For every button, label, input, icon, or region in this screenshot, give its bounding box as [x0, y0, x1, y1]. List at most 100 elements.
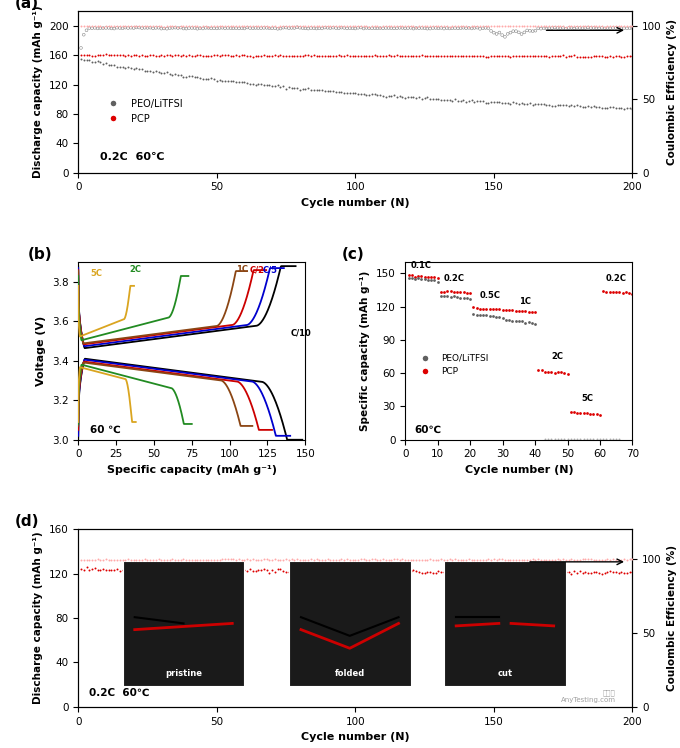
Point	[428, 22, 439, 34]
Point	[627, 566, 638, 578]
Point	[433, 565, 444, 577]
Point	[117, 49, 128, 61]
Point	[303, 564, 313, 576]
Point	[308, 22, 319, 34]
Point	[488, 20, 499, 32]
Point	[181, 70, 192, 82]
Point	[530, 554, 541, 565]
Point	[469, 96, 480, 108]
Point	[222, 75, 233, 87]
Point	[392, 49, 403, 61]
Point	[317, 554, 328, 565]
Point	[339, 88, 350, 99]
Point	[112, 22, 122, 34]
Point	[613, 554, 624, 565]
Point	[289, 22, 300, 34]
Point	[496, 29, 507, 41]
Point	[511, 97, 522, 109]
Point	[278, 20, 289, 32]
Point	[588, 566, 599, 578]
Point	[125, 565, 136, 577]
Point	[214, 50, 225, 62]
Point	[264, 567, 275, 579]
Point	[400, 92, 411, 104]
Point	[320, 565, 330, 577]
Point	[505, 51, 516, 63]
Point	[214, 74, 225, 86]
Point	[167, 564, 178, 576]
Point	[413, 22, 424, 34]
Point	[619, 51, 630, 63]
Point	[336, 20, 347, 32]
Point	[480, 22, 491, 34]
Point	[281, 20, 292, 32]
Point	[425, 49, 436, 61]
Point	[341, 49, 352, 61]
Point	[311, 554, 322, 565]
Point	[217, 564, 228, 576]
Point	[471, 309, 482, 321]
Point	[428, 49, 439, 61]
Point	[339, 22, 350, 34]
Point	[408, 554, 419, 565]
Point	[400, 554, 411, 565]
Point	[294, 565, 305, 577]
Point	[211, 22, 222, 34]
X-axis label: Specific capacity (mAh g⁻¹): Specific capacity (mAh g⁻¹)	[107, 465, 277, 475]
Point	[611, 20, 622, 32]
Point	[611, 102, 622, 114]
Point	[430, 93, 441, 105]
Point	[184, 22, 194, 34]
Point	[286, 20, 297, 32]
Point	[422, 22, 432, 34]
Point	[622, 567, 632, 579]
Point	[594, 433, 605, 445]
Point	[181, 20, 192, 32]
Point	[369, 20, 380, 32]
Point	[552, 20, 563, 32]
Point	[619, 20, 630, 32]
Point	[533, 364, 544, 376]
Point	[575, 407, 586, 419]
Point	[380, 91, 391, 102]
Point	[120, 20, 131, 32]
Point	[114, 22, 125, 34]
Point	[148, 20, 158, 32]
Point	[106, 49, 117, 61]
Point	[504, 314, 515, 326]
Point	[547, 554, 558, 565]
Point	[117, 20, 128, 32]
Point	[389, 89, 400, 101]
Point	[560, 566, 571, 578]
Point	[250, 565, 261, 577]
Point	[583, 20, 594, 32]
Point	[536, 98, 547, 110]
Point	[445, 285, 456, 297]
Point	[426, 272, 437, 283]
Point	[469, 50, 480, 62]
Point	[284, 554, 294, 566]
Point	[389, 565, 400, 577]
Point	[206, 564, 217, 576]
Point	[447, 94, 458, 106]
Point	[117, 61, 128, 73]
Point	[622, 50, 632, 62]
Point	[372, 562, 383, 574]
Point	[217, 554, 228, 565]
Point	[544, 554, 555, 565]
Point	[607, 20, 618, 32]
Point	[186, 20, 197, 32]
Point	[466, 22, 477, 34]
Point	[516, 554, 527, 565]
Point	[602, 554, 613, 565]
Point	[161, 564, 172, 576]
Point	[422, 554, 432, 565]
Point	[308, 564, 319, 576]
Point	[156, 22, 167, 34]
Point	[558, 22, 568, 34]
Point	[546, 366, 557, 378]
Point	[607, 102, 618, 114]
Point	[305, 554, 316, 565]
Point	[175, 554, 186, 566]
Point	[120, 554, 131, 565]
